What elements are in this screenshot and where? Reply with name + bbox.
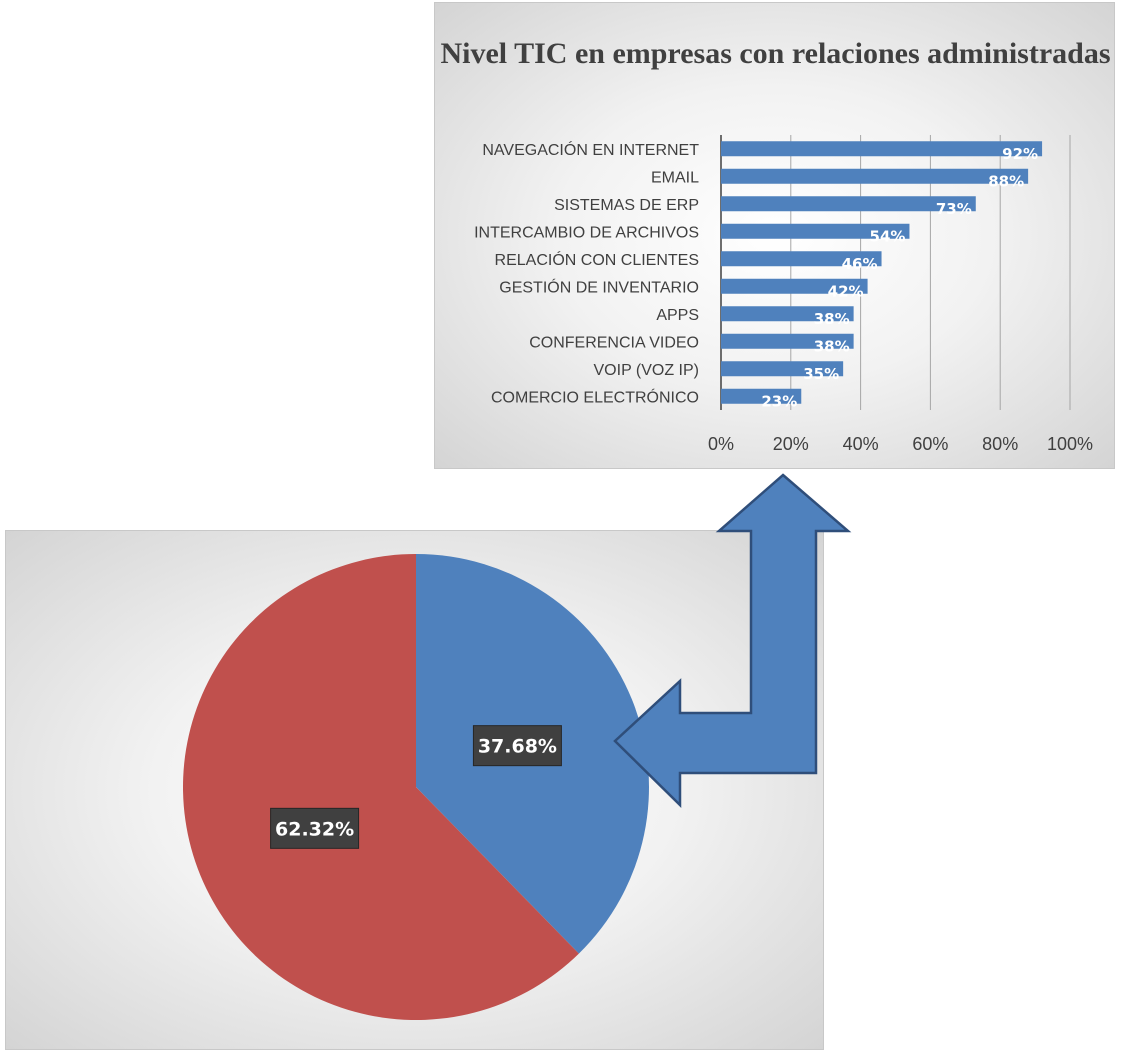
bar-5 bbox=[721, 278, 868, 294]
x-tick-label-5: 100% bbox=[1047, 434, 1093, 454]
bar-value-label-6: 38% bbox=[814, 310, 850, 328]
pie-value-label-1: 62.32% bbox=[275, 818, 354, 840]
x-tick-label-4: 80% bbox=[982, 434, 1018, 454]
pie-slice-1 bbox=[183, 554, 579, 1020]
bar-value-label-4: 46% bbox=[842, 255, 878, 273]
x-tick-label-3: 60% bbox=[912, 434, 948, 454]
category-label-9: COMERCIO ELECTRÓNICO bbox=[491, 387, 699, 406]
bar-value-label-1: 88% bbox=[988, 172, 1024, 190]
bar-6 bbox=[721, 306, 854, 322]
bar-value-label-7: 38% bbox=[814, 337, 850, 355]
bar-8 bbox=[721, 361, 844, 377]
bar-value-label-9: 23% bbox=[761, 392, 797, 410]
bar-value-label-2: 73% bbox=[936, 200, 972, 218]
bar-9 bbox=[721, 388, 802, 404]
bar-3 bbox=[721, 223, 910, 239]
category-label-7: CONFERENCIA VIDEO bbox=[529, 334, 699, 351]
bar-value-label-8: 35% bbox=[803, 365, 839, 383]
bar-2 bbox=[721, 196, 976, 212]
pie-chart-svg: 37.68% 62.32% bbox=[183, 554, 649, 1020]
category-label-0: NAVEGACIÓN EN INTERNET bbox=[482, 140, 699, 159]
category-label-8: VOIP (VOZ IP) bbox=[594, 362, 700, 379]
pie-value-label-0: 37.68% bbox=[478, 736, 557, 758]
bar-chart-panel: Nivel TIC en empresas con relaciones adm… bbox=[434, 2, 1115, 469]
bar-value-label-5: 42% bbox=[828, 282, 864, 300]
category-label-6: APPS bbox=[656, 307, 699, 324]
bar-value-label-3: 54% bbox=[870, 227, 906, 245]
category-label-4: RELACIÓN CON CLIENTES bbox=[495, 250, 699, 269]
bar-0 bbox=[721, 141, 1043, 157]
bar-chart-svg: NAVEGACIÓN EN INTERNET 92% EMAIL 88% SISTEMA… bbox=[474, 135, 1093, 454]
x-tick-label-2: 40% bbox=[843, 434, 879, 454]
pie-label-box-1 bbox=[270, 807, 360, 849]
bar-value-label-0: 92% bbox=[1002, 145, 1038, 163]
category-label-2: SISTEMAS DE ERP bbox=[554, 197, 699, 214]
category-label-3: INTERCAMBIO DE ARCHIVOS bbox=[474, 224, 699, 241]
x-tick-label-0: 0% bbox=[708, 434, 734, 454]
x-tick-label-1: 20% bbox=[773, 434, 809, 454]
bar-chart-title: Nivel TIC en empresas con relaciones adm… bbox=[440, 37, 1111, 70]
category-label-5: GESTIÓN DE INVENTARIO bbox=[499, 277, 699, 296]
pie-label-box-0 bbox=[472, 725, 562, 767]
category-label-1: EMAIL bbox=[651, 169, 699, 186]
bar-7 bbox=[721, 333, 854, 349]
bar-4 bbox=[721, 251, 882, 267]
pie-chart-panel: 37.68% 62.32% bbox=[5, 530, 824, 1050]
bar-1 bbox=[721, 168, 1029, 184]
